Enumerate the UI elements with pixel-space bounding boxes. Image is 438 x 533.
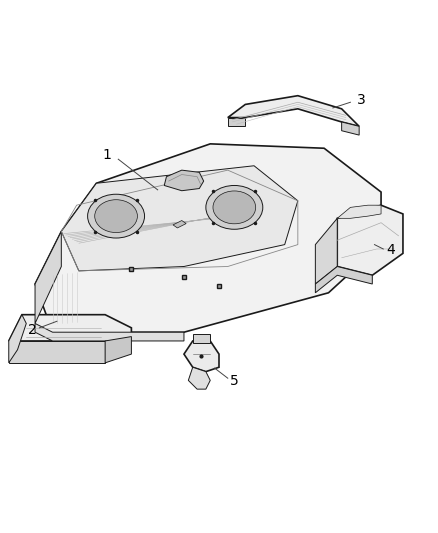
Polygon shape [164,170,204,191]
Polygon shape [188,367,210,389]
Polygon shape [61,166,298,271]
Polygon shape [173,221,186,228]
Ellipse shape [213,191,256,224]
Text: 3: 3 [357,93,366,107]
Polygon shape [35,144,381,332]
Polygon shape [9,314,131,341]
Polygon shape [337,205,403,275]
Polygon shape [342,122,359,135]
Ellipse shape [206,185,263,229]
Polygon shape [184,341,219,372]
Polygon shape [228,96,359,126]
Text: 5: 5 [230,374,239,388]
Polygon shape [105,336,131,363]
Polygon shape [228,118,245,126]
Polygon shape [9,341,105,363]
Polygon shape [315,219,337,284]
Polygon shape [337,205,381,219]
Polygon shape [193,334,210,343]
Text: 2: 2 [28,323,37,337]
Text: 1: 1 [103,148,112,162]
Polygon shape [35,231,61,324]
Polygon shape [315,266,372,293]
Polygon shape [35,324,184,341]
Text: 4: 4 [387,243,396,257]
Ellipse shape [95,200,138,232]
Ellipse shape [88,194,145,238]
Polygon shape [9,314,26,363]
